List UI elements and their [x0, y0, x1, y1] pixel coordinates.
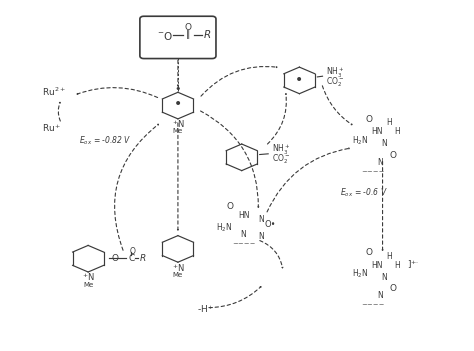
Text: H$_2$N: H$_2$N — [352, 268, 368, 280]
Text: E$_{ox}$ = -0.6 V: E$_{ox}$ = -0.6 V — [340, 186, 388, 199]
Text: Me: Me — [173, 128, 183, 134]
Text: E$_{ox}$ = -0.82 V: E$_{ox}$ = -0.82 V — [79, 134, 131, 147]
FancyBboxPatch shape — [140, 16, 216, 59]
Text: HN: HN — [371, 261, 383, 270]
Text: O: O — [129, 246, 135, 256]
Text: HN: HN — [238, 211, 249, 220]
Text: $^{+}$N: $^{+}$N — [82, 272, 94, 284]
Text: H$_2$N: H$_2$N — [216, 221, 232, 234]
Text: Ru$^{+}$: Ru$^{+}$ — [42, 122, 61, 134]
Text: O•: O• — [264, 220, 276, 229]
Text: O: O — [390, 284, 396, 293]
Text: N: N — [381, 139, 387, 148]
Text: H: H — [394, 261, 400, 270]
Text: ‖: ‖ — [186, 30, 191, 39]
Text: H: H — [386, 118, 392, 127]
Text: Me: Me — [83, 282, 93, 287]
Text: ~~~~: ~~~~ — [232, 241, 255, 247]
Text: $^{+}$N: $^{+}$N — [172, 119, 184, 130]
Text: CO$_2^-$: CO$_2^-$ — [326, 75, 344, 89]
Text: $^{+}$N: $^{+}$N — [172, 262, 184, 274]
Text: •: • — [175, 84, 181, 94]
Text: N: N — [381, 272, 387, 282]
Text: R: R — [140, 253, 146, 263]
Text: ]$^{+·}$: ]$^{+·}$ — [407, 258, 419, 271]
Text: -H$^{+}$: -H$^{+}$ — [197, 303, 214, 315]
Text: H: H — [386, 252, 392, 261]
Text: O: O — [390, 151, 396, 160]
Text: ~~~~: ~~~~ — [361, 169, 385, 175]
Text: •: • — [295, 73, 303, 87]
Text: C: C — [129, 253, 135, 263]
Text: HN: HN — [371, 127, 383, 136]
Text: H: H — [394, 127, 400, 136]
Text: R: R — [204, 30, 211, 40]
Text: •: • — [174, 97, 182, 111]
Text: N: N — [377, 158, 383, 167]
Text: O: O — [185, 23, 192, 32]
Text: NH$_3^+$: NH$_3^+$ — [326, 66, 344, 80]
Text: O: O — [111, 253, 118, 263]
Text: Ru$^{2+}$: Ru$^{2+}$ — [42, 85, 66, 98]
Text: N: N — [377, 291, 383, 300]
Text: O: O — [365, 114, 373, 124]
Text: N: N — [258, 215, 264, 224]
Text: CO$_2^-$: CO$_2^-$ — [272, 152, 290, 166]
Text: Me: Me — [173, 272, 183, 278]
Text: ~~~~: ~~~~ — [361, 303, 385, 309]
Text: $^{-}$O: $^{-}$O — [156, 30, 173, 42]
Text: H$_2$N: H$_2$N — [352, 134, 368, 147]
Text: O: O — [365, 248, 373, 257]
Text: N: N — [241, 230, 246, 239]
Text: N: N — [258, 232, 264, 241]
Text: O: O — [227, 202, 234, 211]
Text: NH$_3^+$: NH$_3^+$ — [272, 143, 290, 157]
